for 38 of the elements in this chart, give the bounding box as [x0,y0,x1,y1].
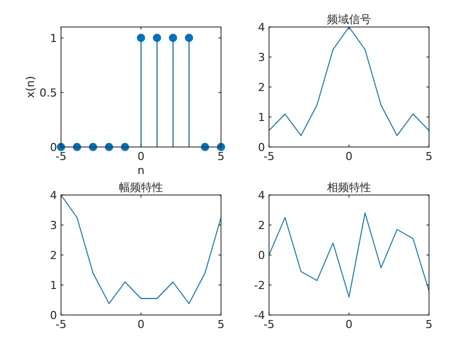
y-tick-label: 3 [258,51,265,64]
x-tick-label: -5 [56,150,66,163]
x-tick-label: -5 [264,150,274,163]
y-tick-label: 0 [258,141,265,154]
x-tick-label: 0 [346,318,352,331]
y-tick-label: -2 [254,279,265,292]
y-tick-label: 2 [258,219,265,232]
y-tick-label: 1 [50,32,57,45]
x-tick-label: -5 [264,318,274,331]
x-tick-label: 0 [346,150,352,163]
x-tick-label: 0 [138,318,144,331]
y-tick-label: 0.5 [40,86,57,100]
y-tick-label: 0 [258,249,265,262]
x-tick-label: 5 [426,318,432,331]
y-tick-label: 1 [258,111,265,124]
y-tick-label: 0 [50,141,57,154]
line-series [268,26,430,136]
x-tick-label: 0 [138,150,144,163]
y-tick-label: 1 [50,279,57,292]
x-axis-title: n [138,164,145,177]
y-tick-label: 4 [258,189,265,202]
line-series [268,212,430,298]
line-series [60,194,222,304]
y-tick-label: 2 [50,249,57,262]
y-tick-label: 4 [258,21,265,34]
x-tick-label: 5 [426,150,432,163]
chart-title: 相频特性 [327,181,371,194]
chart-title: 频域信号 [327,13,371,26]
y-axis-title: x(n) [24,76,37,98]
y-tick-label: 2 [258,81,265,94]
x-tick-label: 5 [218,318,224,331]
x-tick-label: 5 [218,150,224,163]
y-tick-label: 3 [50,219,57,232]
y-tick-label: 4 [50,189,57,202]
chart-title: 幅频特性 [119,182,163,194]
y-tick-label: -4 [254,309,265,322]
y-tick-label: 0 [50,309,57,322]
x-tick-label: -5 [56,318,66,331]
